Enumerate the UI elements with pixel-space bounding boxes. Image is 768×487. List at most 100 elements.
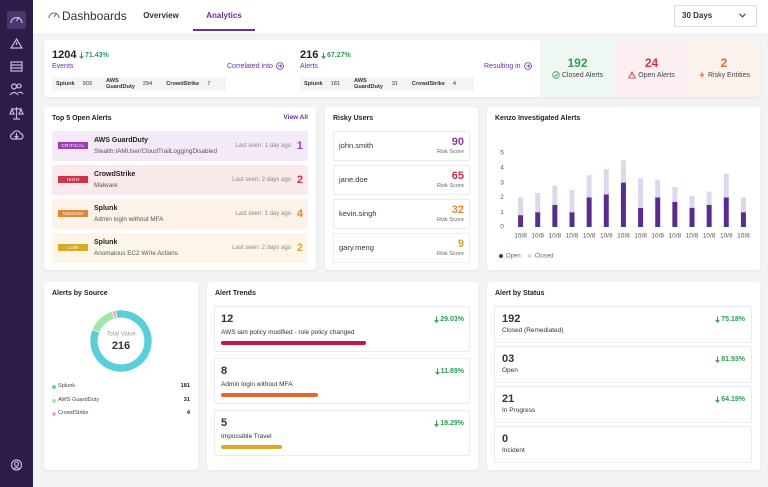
legend-label: Closed bbox=[535, 254, 554, 260]
trends-card bbox=[207, 282, 478, 470]
summary-change: 67.27% bbox=[327, 52, 351, 59]
trend-change: 11.89% bbox=[440, 367, 464, 375]
donut-slice bbox=[91, 310, 115, 333]
bar-segment bbox=[706, 191, 712, 205]
nav-cloud-icon[interactable] bbox=[9, 130, 24, 140]
donut-slice bbox=[111, 310, 118, 320]
nav-dashboard-icon[interactable] bbox=[10, 16, 23, 24]
bar-segment bbox=[689, 195, 695, 208]
summary-link[interactable]: Correlated into bbox=[227, 62, 273, 70]
source-value: 181 bbox=[330, 81, 340, 87]
y-tick-label: 1 bbox=[500, 209, 504, 216]
tab[interactable]: Analytics bbox=[206, 10, 242, 20]
view-all-link[interactable]: View All bbox=[283, 113, 308, 121]
alert-item[interactable] bbox=[52, 233, 308, 263]
sidebar-bg bbox=[0, 0, 33, 487]
status-label: Closed (Remediated) bbox=[502, 326, 564, 334]
down-arrow bbox=[321, 52, 326, 59]
user-row[interactable] bbox=[333, 199, 470, 229]
source-value: 31 bbox=[391, 81, 398, 87]
stat-label-row: Risky Entities bbox=[688, 71, 760, 79]
nav-profile-icon[interactable] bbox=[10, 459, 23, 471]
legend-label: CrowdStrike bbox=[58, 410, 89, 417]
trend-bar bbox=[221, 445, 282, 449]
card-title: Alert by Status bbox=[495, 289, 545, 297]
alert-count: 1 bbox=[296, 140, 303, 152]
summary-link[interactable]: Resulting in bbox=[484, 62, 521, 70]
status-value: 03 bbox=[502, 352, 515, 365]
nav-data-icon[interactable] bbox=[10, 61, 23, 72]
down-arrow bbox=[435, 368, 440, 375]
y-tick-label: 0 bbox=[500, 224, 504, 231]
trend-label: Impossible Travel bbox=[221, 432, 272, 440]
summary-label: Alerts bbox=[300, 62, 318, 70]
legend-value: 31 bbox=[183, 396, 190, 403]
bar-segment bbox=[672, 187, 678, 202]
summary-value: 1204 bbox=[52, 48, 77, 61]
alert-source: Splunk bbox=[94, 204, 118, 212]
stat-label: Open Alerts bbox=[638, 71, 675, 79]
y-tick-label: 5 bbox=[500, 150, 504, 157]
down-arrow bbox=[434, 316, 439, 323]
status-change: 81.93% bbox=[721, 355, 745, 363]
alert-count: 2 bbox=[296, 242, 303, 254]
bar-segment bbox=[586, 197, 592, 227]
x-tick-label: 10/8 bbox=[514, 233, 527, 240]
legend-value: 4 bbox=[186, 410, 190, 417]
stat-value: 2 bbox=[720, 56, 728, 70]
bar-segment bbox=[518, 215, 524, 227]
bar-segment bbox=[638, 178, 644, 208]
x-tick-label: 10/8 bbox=[600, 233, 613, 240]
bar-segment bbox=[603, 169, 609, 195]
legend-label: Open bbox=[506, 254, 521, 260]
nav-compliance-icon[interactable] bbox=[9, 107, 24, 120]
status-card bbox=[487, 282, 760, 470]
user-name: kevin.singh bbox=[339, 209, 377, 219]
legend-swatch bbox=[499, 254, 503, 258]
tab[interactable]: Overview bbox=[143, 10, 179, 20]
user-row[interactable] bbox=[333, 131, 470, 161]
x-tick-label: 10/8 bbox=[617, 233, 630, 240]
nav-alerts-icon[interactable] bbox=[9, 37, 24, 49]
alert-item[interactable] bbox=[52, 131, 308, 161]
risky-users-card bbox=[325, 107, 478, 270]
bar-segment bbox=[740, 197, 746, 213]
alert-count: 4 bbox=[296, 208, 303, 220]
x-tick-label: 10/8 bbox=[651, 233, 664, 240]
status-item bbox=[494, 306, 752, 343]
trend-value: 8 bbox=[221, 364, 228, 377]
source-name: Splunk bbox=[56, 81, 75, 87]
legend-label: Splunk bbox=[58, 383, 76, 390]
source-value: 294 bbox=[142, 81, 153, 87]
severity-badge: LOW bbox=[58, 244, 88, 251]
bar-segment bbox=[672, 201, 678, 227]
alert-item[interactable] bbox=[52, 199, 308, 229]
status-value: 21 bbox=[502, 392, 515, 405]
stat-icon bbox=[699, 71, 705, 79]
stat-label: Closed Alerts bbox=[561, 71, 604, 79]
chevron bbox=[739, 13, 746, 18]
bar-segment bbox=[518, 197, 524, 216]
bar-segment bbox=[655, 197, 661, 227]
bar-segment bbox=[620, 182, 626, 227]
bar-segment bbox=[740, 212, 746, 227]
range-select[interactable] bbox=[674, 5, 757, 27]
alert-last-seen: Last seen: 2 days ago bbox=[232, 177, 291, 183]
alert-item[interactable] bbox=[52, 165, 308, 195]
user-row[interactable] bbox=[333, 165, 470, 195]
nav-users-icon[interactable] bbox=[9, 83, 24, 96]
alert-name: Stealth:IAMUser/CloudTrailLoggingDisable… bbox=[94, 147, 217, 155]
y-tick-label: 2 bbox=[500, 194, 504, 201]
donut-chart: Total Value 216 bbox=[89, 309, 153, 373]
alert-last-seen: Last seen: 2 days ago bbox=[232, 245, 291, 251]
legend-value: 181 bbox=[180, 383, 190, 390]
risk-score: 9 bbox=[457, 237, 464, 250]
risk-score-label: Risk Score bbox=[436, 183, 464, 190]
trend-bar bbox=[221, 341, 367, 345]
card-title: Top 5 Open Alerts bbox=[52, 114, 112, 122]
trend-change: 29.03% bbox=[440, 315, 464, 323]
bar-segment bbox=[552, 204, 558, 227]
trend-value: 12 bbox=[221, 312, 234, 325]
stat-value: 192 bbox=[567, 56, 588, 70]
user-row[interactable] bbox=[333, 233, 470, 263]
